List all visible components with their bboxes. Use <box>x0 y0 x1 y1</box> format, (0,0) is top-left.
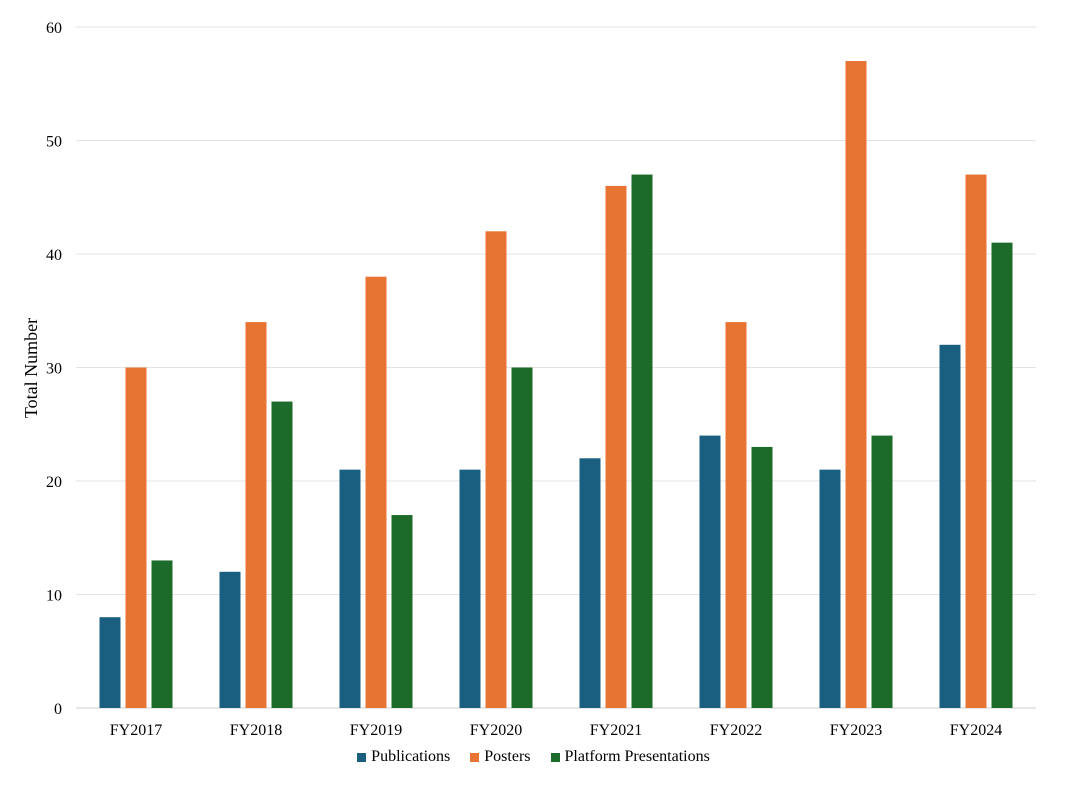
bar-posters-fy2019 <box>365 276 387 708</box>
bar-posters-fy2024 <box>965 174 987 709</box>
y-tick-label: 10 <box>46 588 62 605</box>
y-tick-label: 20 <box>46 474 62 491</box>
y-axis-label: Total Number <box>21 318 41 418</box>
legend-swatch <box>550 752 560 762</box>
x-axis-ticks: FY2017 FY2018 FY2019 FY2020 FY2021 FY2022 FY20… <box>110 722 1002 739</box>
bar-posters-fy2022 <box>725 322 747 708</box>
bar-platform-presentations-fy2024 <box>991 242 1013 708</box>
bar-publications-fy2020 <box>459 469 481 708</box>
legend: Publications Posters Platform Presentation… <box>0 748 1067 766</box>
x-tick-label: FY2020 <box>470 722 522 739</box>
legend-item: Platform Presentations <box>550 748 710 766</box>
bar-publications-fy2019 <box>339 469 361 708</box>
legend-swatch <box>357 752 367 762</box>
bar-publications-fy2024 <box>939 344 961 708</box>
x-tick-label: FY2022 <box>710 722 762 739</box>
legend-label: Publications <box>371 748 451 765</box>
bar-platform-presentations-fy2021 <box>631 174 653 709</box>
y-axis-ticks: 0 10 20 30 40 50 60 <box>46 20 62 718</box>
bar-platform-presentations-fy2023 <box>871 435 893 708</box>
x-tick-label: FY2021 <box>590 722 642 739</box>
bar-posters-fy2018 <box>245 322 267 708</box>
x-tick-label: FY2018 <box>230 722 282 739</box>
bar-platform-presentations-fy2017 <box>151 560 173 708</box>
x-tick-label: FY2023 <box>830 722 882 739</box>
y-tick-label: 60 <box>46 20 62 37</box>
legend-swatch <box>470 752 480 762</box>
x-tick-label: FY2019 <box>350 722 402 739</box>
legend-item: Publications <box>357 748 450 766</box>
bar-platform-presentations-fy2022 <box>751 446 773 708</box>
bar-publications-fy2017 <box>99 617 121 708</box>
bar-publications-fy2021 <box>579 458 601 708</box>
bar-publications-fy2022 <box>699 435 721 708</box>
y-tick-label: 30 <box>46 361 62 378</box>
x-tick-label: FY2017 <box>110 722 162 739</box>
legend-label: Platform Presentations <box>564 748 710 765</box>
bar-posters-fy2023 <box>845 61 867 709</box>
bar-platform-presentations-fy2020 <box>511 367 533 708</box>
y-tick-label: 0 <box>54 701 62 718</box>
bar-platform-presentations-fy2018 <box>271 401 293 708</box>
bars <box>99 61 1013 709</box>
legend-label: Posters <box>484 748 531 765</box>
y-tick-label: 40 <box>46 247 62 264</box>
legend-item: Posters <box>470 748 531 766</box>
y-tick-label: 50 <box>46 134 62 151</box>
bar-publications-fy2023 <box>819 469 841 708</box>
bar-platform-presentations-fy2019 <box>391 515 413 708</box>
bar-posters-fy2017 <box>125 367 147 708</box>
bar-posters-fy2021 <box>605 185 627 708</box>
bar-publications-fy2018 <box>219 571 241 708</box>
bar-posters-fy2020 <box>485 231 507 709</box>
x-tick-label: FY2024 <box>950 722 1002 739</box>
